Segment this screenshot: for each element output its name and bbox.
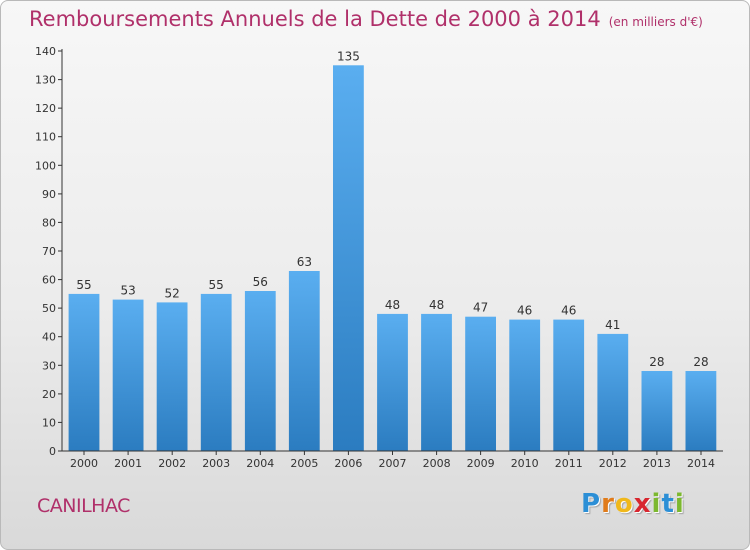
y-tick-label-140: 140	[35, 45, 56, 58]
value-label-2003: 55	[209, 278, 224, 292]
bar-2006	[333, 65, 364, 452]
x-tick-label-2005: 2005	[290, 457, 318, 470]
chart-subtitle: (en milliers d'€)	[608, 15, 703, 29]
x-tick-label-2000: 2000	[70, 457, 98, 470]
bar-2007	[377, 313, 408, 451]
x-tick-label-2010: 2010	[511, 457, 539, 470]
value-label-2010: 46	[517, 304, 532, 318]
value-label-2005: 63	[297, 255, 312, 269]
bar-2000	[68, 293, 100, 451]
value-label-2000: 55	[76, 278, 91, 292]
y-tick-label-70: 70	[42, 245, 56, 258]
bar-2004	[244, 291, 276, 451]
y-tick-label-50: 50	[42, 302, 56, 315]
logo-letter: t	[661, 489, 675, 519]
value-label-2013: 28	[649, 355, 664, 369]
logo-letter: i	[674, 489, 685, 519]
x-tick-label-2011: 2011	[555, 457, 583, 470]
y-tick-label-90: 90	[42, 188, 56, 201]
value-label-2009: 47	[473, 301, 488, 315]
axes-group: 2000 2001 2002 2003 2004 2005 2006 2007 2008 2009…	[35, 45, 723, 470]
value-label-2006: 135	[337, 49, 360, 63]
y-tick-label-30: 30	[42, 359, 56, 372]
bar-2008	[421, 313, 452, 451]
bar-2002	[156, 302, 188, 451]
logo-letter: o	[614, 489, 634, 519]
bar-2014	[685, 371, 717, 451]
bar-2001	[112, 299, 144, 451]
value-label-2008: 48	[429, 298, 444, 312]
bar-2013	[641, 371, 673, 451]
value-label-2011: 46	[561, 304, 576, 318]
logo-letter: P	[581, 489, 602, 519]
y-tick-label-80: 80	[42, 216, 56, 229]
logo-letter: r	[601, 489, 615, 519]
x-tick-label-2008: 2008	[423, 457, 451, 470]
y-tick-label-100: 100	[35, 159, 56, 172]
x-tick-label-2006: 2006	[334, 457, 362, 470]
value-label-2001: 53	[120, 284, 135, 298]
y-tick-label-0: 0	[49, 445, 56, 458]
y-tick-label-110: 110	[35, 131, 56, 144]
value-label-2004: 56	[253, 275, 268, 289]
logo-letter: x	[633, 489, 652, 519]
chart-title-text: Remboursements Annuels de la Dette de 20…	[29, 7, 601, 31]
x-tick-label-2001: 2001	[114, 457, 142, 470]
bar-2003	[200, 293, 232, 451]
y-tick-label-10: 10	[42, 416, 56, 429]
chart-title: Remboursements Annuels de la Dette de 20…	[29, 7, 703, 31]
y-tick-label-20: 20	[42, 388, 56, 401]
y-tick-label-120: 120	[35, 102, 56, 115]
x-tick-label-2009: 2009	[467, 457, 495, 470]
bars-group: 55 53 52 55 56 63 135 48 48 47 46 46 41 28 28	[68, 49, 717, 452]
bar-2010	[509, 319, 541, 451]
x-tick-label-2013: 2013	[643, 457, 671, 470]
bar-2012	[597, 333, 629, 451]
y-tick-label-40: 40	[42, 331, 56, 344]
bar-2005	[288, 271, 320, 451]
x-tick-label-2004: 2004	[246, 457, 274, 470]
x-tick-label-2012: 2012	[599, 457, 627, 470]
x-tick-label-2014: 2014	[687, 457, 715, 470]
value-label-2007: 48	[385, 298, 400, 312]
y-tick-label-130: 130	[35, 74, 56, 87]
x-tick-label-2003: 2003	[202, 457, 230, 470]
x-tick-label-2007: 2007	[379, 457, 407, 470]
bar-2011	[553, 319, 585, 451]
commune-name: CANILHAC	[37, 495, 130, 517]
value-label-2002: 52	[165, 286, 180, 300]
logo-letter: i	[651, 489, 662, 519]
value-label-2012: 41	[605, 318, 620, 332]
bar-2009	[465, 316, 496, 451]
x-tick-label-2002: 2002	[158, 457, 186, 470]
y-tick-label-60: 60	[42, 274, 56, 287]
proxiti-logo[interactable]: Proxiti	[581, 489, 685, 519]
value-label-2014: 28	[693, 355, 708, 369]
